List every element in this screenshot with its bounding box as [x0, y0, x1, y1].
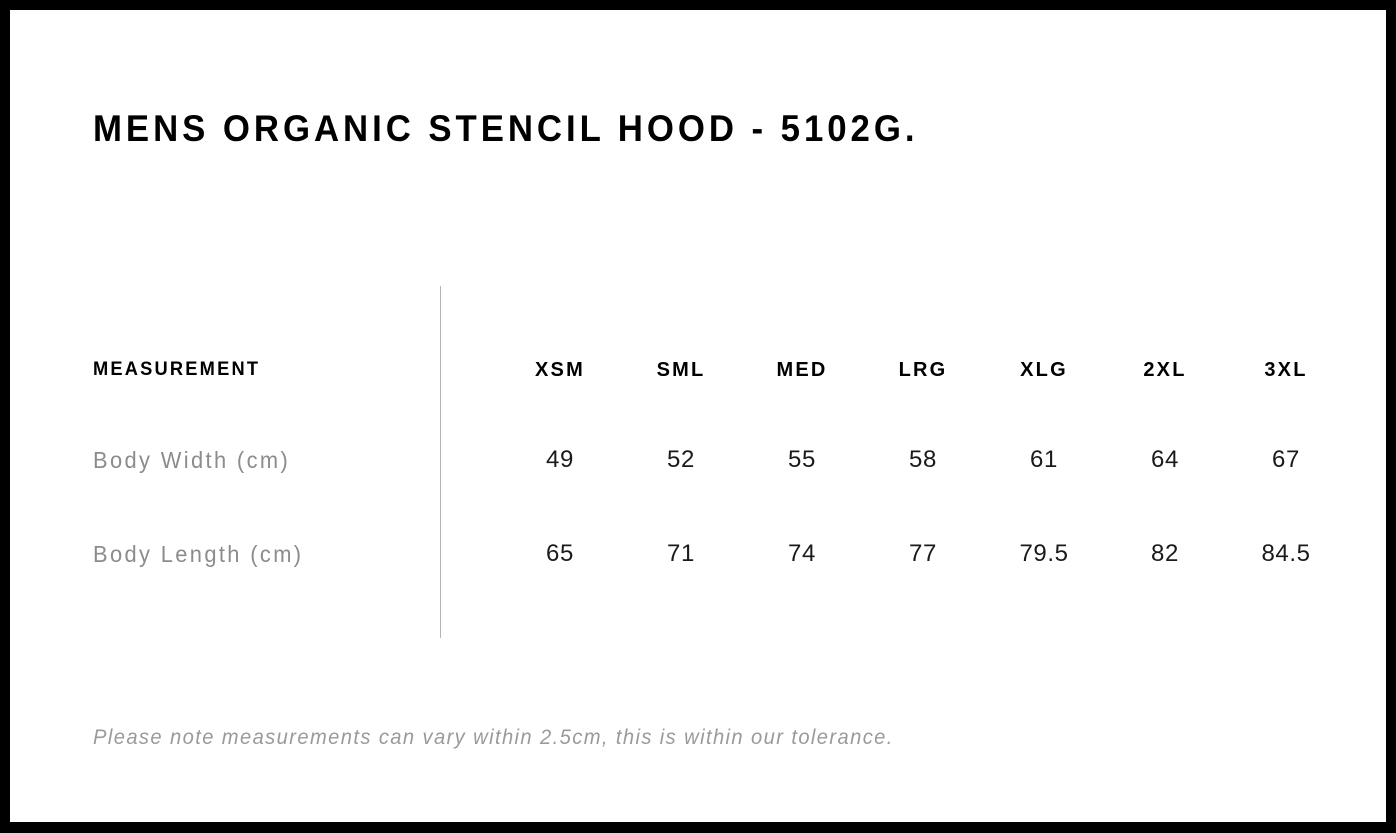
table-row: Body Width (cm) 49 52 55 58 61 64 67: [10, 440, 1386, 480]
cell-body-length-xsm: 65: [546, 540, 574, 567]
cell-body-width-med: 55: [788, 446, 816, 473]
cell-body-length-2xl: 82: [1151, 540, 1179, 567]
size-table: MEASUREMENT XSM SML MED LRG XLG 2XL 3XL …: [10, 10, 1386, 822]
row-label-body-width: Body Width (cm): [93, 446, 291, 473]
cell-body-width-sml: 52: [667, 446, 695, 473]
table-row: Body Length (cm) 65 71 74 77 79.5 82 84.…: [10, 534, 1386, 574]
cell-body-width-xlg: 61: [1030, 446, 1058, 473]
table-vertical-divider: [440, 286, 441, 638]
table-header-row: MEASUREMENT XSM SML MED LRG XLG 2XL 3XL: [10, 350, 1386, 390]
cell-body-length-3xl: 84.5: [1261, 540, 1311, 567]
cell-body-width-3xl: 67: [1272, 446, 1300, 473]
row-label-body-length: Body Length (cm): [93, 540, 304, 567]
cell-body-length-sml: 71: [667, 540, 695, 567]
column-header-lrg: LRG: [898, 358, 948, 381]
cell-body-width-lrg: 58: [909, 446, 937, 473]
column-header-measurement: MEASUREMENT: [93, 359, 261, 380]
cell-body-length-med: 74: [788, 540, 816, 567]
page-title: MENS ORGANIC STENCIL HOOD - 5102G.: [93, 108, 919, 149]
column-header-med: MED: [776, 358, 828, 381]
cell-body-width-2xl: 64: [1151, 446, 1179, 473]
column-header-2xl: 2XL: [1143, 358, 1187, 381]
cell-body-length-xlg: 79.5: [1019, 540, 1069, 567]
column-header-sml: SML: [656, 358, 706, 381]
column-header-xlg: XLG: [1020, 358, 1068, 381]
cell-body-width-xsm: 49: [546, 446, 574, 473]
tolerance-note: Please note measurements can vary within…: [93, 726, 894, 749]
column-header-xsm: XSM: [535, 358, 585, 381]
chart-card: MENS ORGANIC STENCIL HOOD - 5102G. MEASU…: [10, 10, 1386, 822]
column-header-3xl: 3XL: [1264, 358, 1308, 381]
cell-body-length-lrg: 77: [909, 540, 937, 567]
